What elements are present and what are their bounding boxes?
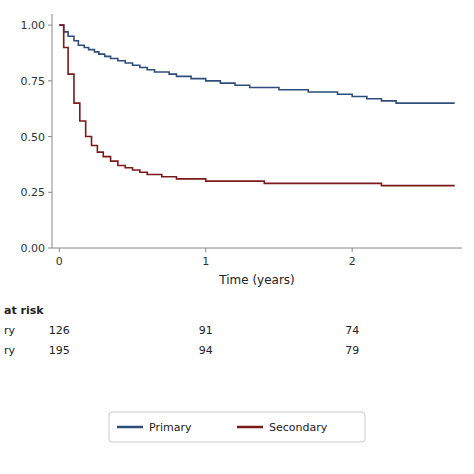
x-tick	[352, 248, 353, 252]
legend-box	[109, 412, 365, 442]
x-tick-label: 1	[202, 255, 209, 268]
y-tick-label: 0.00	[21, 242, 46, 255]
risk-value: 126	[49, 324, 70, 337]
y-tick-label: 0.50	[21, 131, 46, 144]
chart: 0.00 0.25 0.50 0.75 1.00 0 1 2 Time (years) at ri…	[0, 0, 474, 474]
risk-row-label: ry	[4, 324, 16, 337]
x-tick	[205, 248, 206, 252]
risk-table-header: at risk	[4, 304, 44, 317]
plot-area	[59, 25, 454, 185]
y-tick	[48, 25, 52, 26]
y-tick	[48, 136, 52, 137]
y-tick	[48, 248, 52, 249]
risk-value: 91	[199, 324, 213, 337]
legend-label: Primary	[149, 421, 192, 434]
risk-value: 79	[345, 344, 359, 357]
legend-label: Secondary	[269, 421, 328, 434]
y-tick-label: 0.25	[21, 186, 46, 199]
legend-swatch	[117, 426, 143, 429]
x-tick-label: 0	[56, 255, 63, 268]
x-tick	[59, 248, 60, 252]
x-axis-label: Time (years)	[218, 273, 295, 287]
x-axis-line	[52, 248, 462, 249]
legend-swatch	[237, 426, 263, 429]
survival-curve	[59, 25, 454, 185]
survival-curve	[59, 25, 454, 103]
risk-value: 74	[345, 324, 359, 337]
risk-row-label: ry	[4, 344, 16, 357]
y-tick	[48, 80, 52, 81]
y-tick-label: 0.75	[21, 75, 46, 88]
x-tick-label: 2	[349, 255, 356, 268]
risk-value: 195	[49, 344, 70, 357]
y-tick	[48, 192, 52, 193]
risk-value: 94	[199, 344, 213, 357]
y-tick-label: 1.00	[21, 19, 46, 32]
y-axis-line	[52, 14, 53, 248]
